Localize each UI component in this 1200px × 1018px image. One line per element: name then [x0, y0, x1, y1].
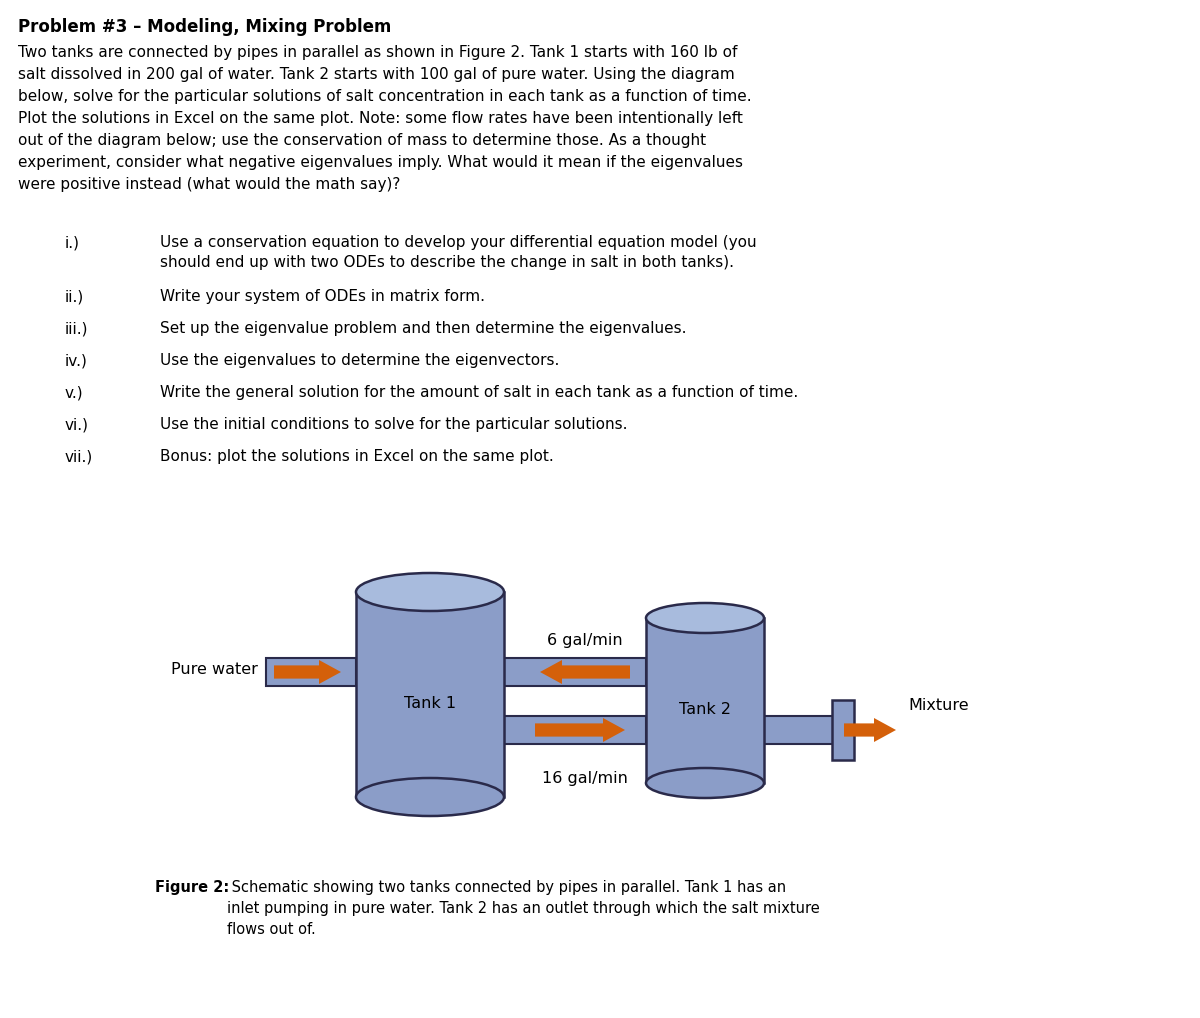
Text: Mixture: Mixture	[908, 697, 968, 713]
Text: Set up the eigenvalue problem and then determine the eigenvalues.: Set up the eigenvalue problem and then d…	[160, 321, 686, 336]
Bar	[646, 618, 764, 783]
FancyArrow shape	[535, 718, 625, 742]
Text: Bonus: plot the solutions in Excel on the same plot.: Bonus: plot the solutions in Excel on th…	[160, 449, 553, 464]
Text: Plot the solutions in Excel on the same plot. Note: some flow rates have been in: Plot the solutions in Excel on the same …	[18, 111, 743, 126]
FancyArrow shape	[274, 660, 341, 684]
Text: vi.): vi.)	[65, 417, 89, 432]
Text: salt dissolved in 200 gal of water. Tank 2 starts with 100 gal of pure water. Us: salt dissolved in 200 gal of water. Tank…	[18, 67, 734, 82]
Text: Figure 2:: Figure 2:	[155, 880, 229, 895]
Bar	[504, 716, 646, 744]
Text: Use the eigenvalues to determine the eigenvectors.: Use the eigenvalues to determine the eig…	[160, 353, 559, 367]
Text: were positive instead (what would the math say)?: were positive instead (what would the ma…	[18, 177, 401, 192]
Text: i.): i.)	[65, 235, 80, 250]
FancyArrow shape	[844, 718, 896, 742]
Bar	[764, 716, 836, 744]
Text: Tank 1: Tank 1	[404, 696, 456, 712]
Text: Write your system of ODEs in matrix form.: Write your system of ODEs in matrix form…	[160, 289, 485, 304]
Ellipse shape	[646, 768, 764, 798]
Text: v.): v.)	[65, 385, 84, 400]
Text: out of the diagram below; use the conservation of mass to determine those. As a : out of the diagram below; use the conser…	[18, 133, 706, 148]
Text: below, solve for the particular solutions of salt concentration in each tank as : below, solve for the particular solution…	[18, 89, 751, 104]
Bar	[504, 658, 646, 686]
Text: Two tanks are connected by pipes in parallel as shown in Figure 2. Tank 1 starts: Two tanks are connected by pipes in para…	[18, 45, 737, 60]
Text: Use the initial conditions to solve for the particular solutions.: Use the initial conditions to solve for …	[160, 417, 628, 432]
Text: Problem #3 – Modeling, Mixing Problem: Problem #3 – Modeling, Mixing Problem	[18, 18, 391, 36]
Ellipse shape	[646, 603, 764, 633]
Text: iii.): iii.)	[65, 321, 89, 336]
Text: Schematic showing two tanks connected by pipes in parallel. Tank 1 has an
inlet : Schematic showing two tanks connected by…	[227, 880, 820, 937]
Text: ii.): ii.)	[65, 289, 84, 304]
Text: Use a conservation equation to develop your differential equation model (you
sho: Use a conservation equation to develop y…	[160, 235, 757, 270]
Text: 6 gal/min: 6 gal/min	[547, 632, 623, 647]
Text: Write the general solution for the amount of salt in each tank as a function of : Write the general solution for the amoun…	[160, 385, 798, 400]
Text: iv.): iv.)	[65, 353, 88, 367]
Ellipse shape	[356, 573, 504, 611]
FancyArrow shape	[540, 660, 630, 684]
Text: Tank 2: Tank 2	[679, 702, 731, 718]
Bar	[356, 592, 504, 797]
Text: experiment, consider what negative eigenvalues imply. What would it mean if the : experiment, consider what negative eigen…	[18, 155, 743, 170]
Ellipse shape	[356, 778, 504, 816]
Text: 16 gal/min: 16 gal/min	[542, 771, 628, 786]
Bar	[266, 658, 356, 686]
Text: Pure water: Pure water	[172, 663, 258, 678]
Bar	[832, 700, 854, 760]
Text: vii.): vii.)	[65, 449, 94, 464]
